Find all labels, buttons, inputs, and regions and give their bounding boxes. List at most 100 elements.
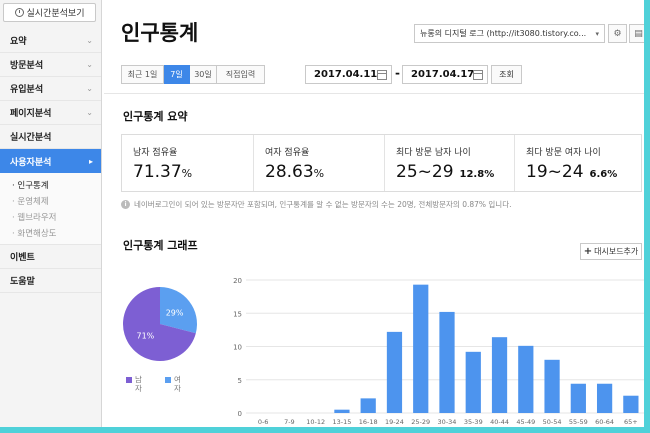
sidebar-item-label: 도움말 xyxy=(10,277,35,287)
x-tick-label: 25-29 xyxy=(411,418,430,426)
period-custom-button[interactable]: 직접입력 xyxy=(217,65,265,84)
settings-button[interactable]: ⚙ xyxy=(608,24,627,43)
sidebar-subitem-browser[interactable]: · 웹브라우저 xyxy=(12,213,57,223)
realtime-analysis-label: 실시간분석보기 xyxy=(26,9,85,19)
summary-cards: 남자 점유율 71.37% 여자 점유율 28.63% 최다 방문 남자 나이 … xyxy=(121,134,642,192)
gender-pie-chart: 29% 71% xyxy=(122,286,198,362)
card-label: 남자 점유율 xyxy=(133,148,178,158)
sidebar-item-visit-analysis[interactable]: 방문분석 ⌄ xyxy=(0,53,101,77)
caret-down-icon: ▾ xyxy=(595,29,599,38)
pie-slice xyxy=(123,287,196,361)
pie-slice xyxy=(160,287,197,334)
end-date-input[interactable]: 2017.04.17 xyxy=(402,65,488,84)
sidebar-item-label: 요약 xyxy=(10,37,27,47)
end-date-value: 2017.04.17 xyxy=(411,69,475,80)
plus-icon: + xyxy=(583,246,593,257)
calendar-icon[interactable] xyxy=(473,70,483,80)
query-button[interactable]: 조회 xyxy=(491,65,522,84)
summary-card-female-share: 여자 점유율 28.63% xyxy=(254,135,385,191)
card-label: 최다 방문 남자 나이 xyxy=(396,148,471,158)
blog-select-value: 뉴롱의 디지털 로그 (http://it3080.tistory.co... xyxy=(420,29,587,38)
sidebar-item-label: 이벤트 xyxy=(10,253,35,263)
x-tick-label: 65+ xyxy=(624,418,638,426)
period-7day-button[interactable]: 7일 xyxy=(164,65,190,84)
x-tick-label: 35-39 xyxy=(464,418,483,426)
legend-swatch-male xyxy=(126,377,132,383)
realtime-analysis-button[interactable]: 실시간분석보기 xyxy=(3,3,96,22)
card-value-unit: % xyxy=(313,167,325,180)
period-selector: 최근 1일 7일 30일 직접입력 xyxy=(121,65,265,84)
x-tick-label: 16-18 xyxy=(359,418,378,426)
sidebar-menu: 요약 ⌄ 방문분석 ⌄ 유입분석 ⌄ 페이지분석 ⌄ 실시간분석 사용자분석 ▸ xyxy=(0,29,101,293)
app-frame: 실시간분석보기 요약 ⌄ 방문분석 ⌄ 유입분석 ⌄ 페이지분석 ⌄ 실시간분석 xyxy=(0,0,644,427)
summary-title: 인구통계 요약 xyxy=(123,110,188,123)
y-tick-label: 20 xyxy=(233,277,242,285)
chevron-down-icon: ⌄ xyxy=(86,108,93,117)
blog-select[interactable]: 뉴롱의 디지털 로그 (http://it3080.tistory.co... … xyxy=(414,24,605,43)
sidebar-item-label: 방문분석 xyxy=(10,61,44,71)
legend-swatch-female xyxy=(165,377,171,383)
bar xyxy=(465,351,481,413)
notice-text: 네이버로그인이 되어 있는 방문자만 포함되며, 인구통계를 알 수 없는 방문… xyxy=(134,200,512,209)
sidebar-subitem-demographics[interactable]: · 인구통계 xyxy=(12,181,49,191)
age-bar-chart: 20 15 10 5 0 0-6 7-9 10-12 13-15 16-18 19-24 25-29 3… xyxy=(228,272,644,427)
gear-icon: ⚙ xyxy=(613,28,622,39)
calendar-icon[interactable] xyxy=(377,70,387,80)
bar xyxy=(491,337,508,413)
sidebar-subitem-os[interactable]: · 운영체제 xyxy=(12,197,49,207)
y-tick-label: 15 xyxy=(233,310,242,318)
x-tick-label: 7-9 xyxy=(284,418,295,426)
bar xyxy=(623,395,639,413)
card-value: 28.63% xyxy=(265,162,384,182)
sidebar-subitem-resolution[interactable]: · 화면해상도 xyxy=(12,229,57,239)
summary-notice: i 네이버로그인이 되어 있는 방문자만 포함되며, 인구통계를 알 수 없는 … xyxy=(121,199,512,210)
x-tick-label: 60-64 xyxy=(595,418,614,426)
y-tick-label: 5 xyxy=(238,377,242,385)
card-value-number: 28.63 xyxy=(265,162,314,182)
date-separator: - xyxy=(395,66,400,80)
x-tick-label: 55-59 xyxy=(569,418,588,426)
chevron-down-icon: ⌄ xyxy=(86,84,93,93)
card-value-number: 25~29 xyxy=(396,162,454,182)
sidebar-item-event[interactable]: 이벤트 xyxy=(0,245,101,269)
pie-slice-label: 29% xyxy=(166,309,184,318)
bar-svg: 20 15 10 5 0 0-6 7-9 10-12 13-15 16-18 19-24 25-29 3… xyxy=(233,277,644,426)
period-1day-button[interactable]: 최근 1일 xyxy=(121,65,164,84)
y-tick-label: 0 xyxy=(238,410,242,418)
legend-label: 남자 xyxy=(135,375,142,393)
print-icon: ▤ xyxy=(634,28,643,39)
card-value-percent: 6.6% xyxy=(589,169,618,180)
sidebar-item-help[interactable]: 도움말 xyxy=(0,269,101,293)
bar xyxy=(544,359,560,413)
user-analysis-submenu: · 인구통계 · 운영체제 · 웹브라우저 · 화면해상도 xyxy=(0,173,101,245)
sidebar-item-inflow-analysis[interactable]: 유입분석 ⌄ xyxy=(0,77,101,101)
pie-legend: 남자 여자 xyxy=(126,375,182,393)
sidebar: 실시간분석보기 요약 ⌄ 방문분석 ⌄ 유입분석 ⌄ 페이지분석 ⌄ 실시간분석 xyxy=(0,0,102,427)
bar xyxy=(596,383,613,413)
sidebar-item-realtime-analysis[interactable]: 실시간분석 xyxy=(0,125,101,149)
x-tick-label: 50-54 xyxy=(543,418,562,426)
period-30day-button[interactable]: 30일 xyxy=(190,65,217,84)
x-tick-label: 40-44 xyxy=(490,418,509,426)
legend-label: 여자 xyxy=(174,375,181,393)
chevron-down-icon: ⌄ xyxy=(86,36,93,45)
sidebar-item-label: 페이지분석 xyxy=(10,109,52,119)
card-label: 여자 점유율 xyxy=(265,148,310,158)
bar xyxy=(439,311,455,413)
bar xyxy=(518,345,534,413)
divider xyxy=(104,93,644,94)
chevron-right-icon: ▸ xyxy=(88,156,93,166)
info-icon: i xyxy=(121,200,130,209)
card-value-number: 19~24 xyxy=(526,162,584,182)
card-value: 71.37% xyxy=(133,162,253,182)
sidebar-item-page-analysis[interactable]: 페이지분석 ⌄ xyxy=(0,101,101,125)
card-value-percent: 12.8% xyxy=(459,169,495,180)
sidebar-item-user-analysis[interactable]: 사용자분석 ▸ xyxy=(0,149,101,173)
clock-icon xyxy=(14,8,24,17)
add-dashboard-button[interactable]: + 대시보드추가 xyxy=(580,243,642,260)
start-date-input[interactable]: 2017.04.11 xyxy=(305,65,392,84)
sidebar-item-summary[interactable]: 요약 ⌄ xyxy=(0,29,101,53)
y-tick-label: 10 xyxy=(233,344,242,352)
print-button[interactable]: ▤ xyxy=(629,24,644,43)
summary-card-male-share: 남자 점유율 71.37% xyxy=(122,135,254,191)
